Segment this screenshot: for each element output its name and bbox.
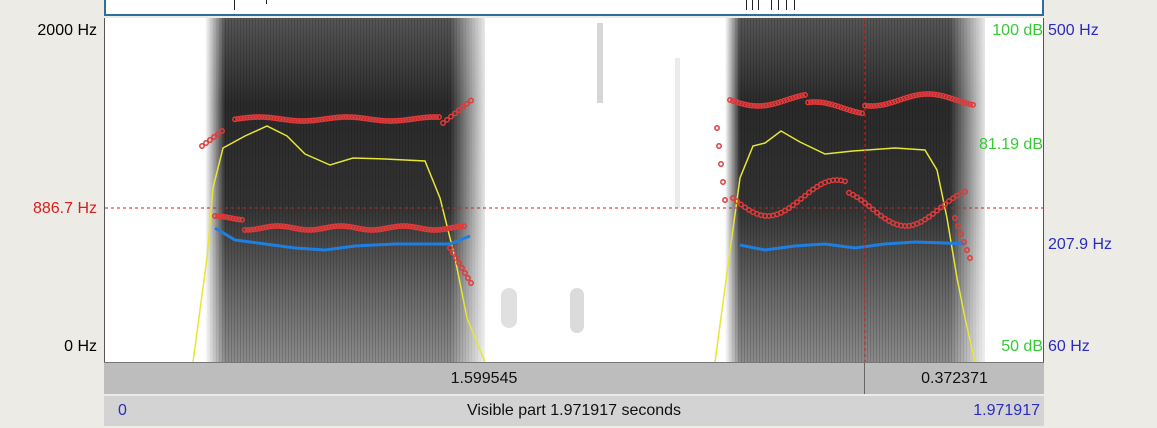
spectrogram-svg [105, 18, 1044, 362]
selection-duration-bar[interactable]: 1.599545 0.372371 [104, 362, 1044, 394]
freq-axis-bottom-label: 0 Hz [64, 338, 97, 356]
pitch-mid-label: 207.9 Hz [1048, 236, 1112, 254]
spectrogram-block-1-texture [205, 18, 485, 362]
spectrogram-faint-mark [597, 23, 603, 103]
freq-axis-top-label: 2000 Hz [37, 22, 97, 40]
waveform-tick [786, 0, 787, 10]
visible-part-bar[interactable]: 0 Visible part 1.971917 seconds 1.971917 [104, 396, 1044, 426]
pitch-top-label: 500 Hz [1048, 22, 1099, 40]
db-bottom-label: 50 dB [1001, 338, 1043, 356]
visible-end-label: 1.971917 [973, 396, 1040, 426]
duration-right-segment[interactable]: 0.372371 [865, 363, 1044, 394]
db-mid-label: 81.19 dB [979, 136, 1043, 154]
formant-dot [719, 162, 723, 166]
spectrogram-block-1-fade-left [205, 18, 225, 362]
spectrogram-faint-mark [501, 288, 517, 328]
spectrogram-panel[interactable] [104, 18, 1044, 362]
waveform-tick [752, 0, 753, 10]
spectrogram-block-1-fade-right [450, 18, 490, 362]
spectrogram-faint-mark [675, 58, 680, 208]
visible-part-text: Visible part 1.971917 seconds [104, 396, 1044, 426]
formant-dot [721, 180, 725, 184]
waveform-tick [746, 0, 747, 10]
formant-dot [717, 144, 721, 148]
formant-dot [715, 126, 719, 130]
spectrogram-faint-mark [570, 288, 584, 333]
waveform-tick [266, 0, 267, 4]
waveform-tick [234, 0, 235, 10]
spectrogram-block-2-fade-right [950, 18, 990, 362]
pitch-bottom-label: 60 Hz [1048, 338, 1090, 356]
waveform-strip[interactable] [104, 0, 1044, 16]
waveform-tick [758, 0, 759, 10]
duration-left-segment[interactable]: 1.599545 [104, 363, 864, 394]
spectrogram-block-2-texture [725, 18, 985, 362]
db-top-label: 100 dB [992, 22, 1043, 40]
waveform-tick [794, 0, 795, 10]
waveform-tick [778, 0, 779, 10]
waveform-tick [771, 0, 772, 10]
freq-cursor-label: 886.7 Hz [33, 200, 97, 218]
